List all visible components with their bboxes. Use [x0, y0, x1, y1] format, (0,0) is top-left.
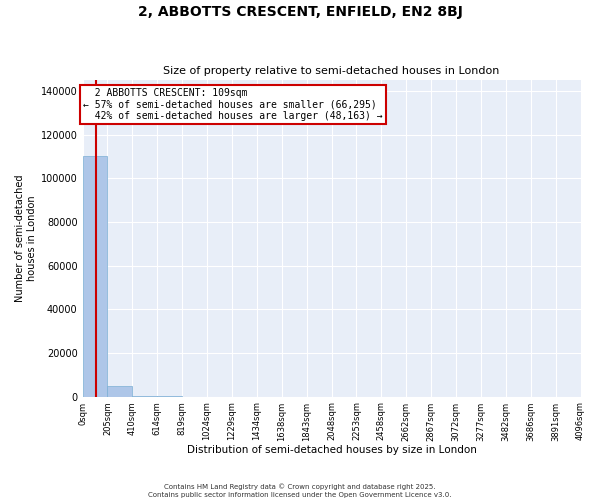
Title: Size of property relative to semi-detached houses in London: Size of property relative to semi-detach…	[163, 66, 500, 76]
Y-axis label: Number of semi-detached
houses in London: Number of semi-detached houses in London	[15, 174, 37, 302]
Text: 2, ABBOTTS CRESCENT, ENFIELD, EN2 8BJ: 2, ABBOTTS CRESCENT, ENFIELD, EN2 8BJ	[137, 5, 463, 19]
Text: 2 ABBOTTS CRESCENT: 109sqm
← 57% of semi-detached houses are smaller (66,295)
  : 2 ABBOTTS CRESCENT: 109sqm ← 57% of semi…	[83, 88, 383, 121]
X-axis label: Distribution of semi-detached houses by size in London: Distribution of semi-detached houses by …	[187, 445, 476, 455]
Bar	[83, 156, 107, 396]
Text: Contains HM Land Registry data © Crown copyright and database right 2025.
Contai: Contains HM Land Registry data © Crown c…	[148, 483, 452, 498]
Bar	[107, 386, 133, 396]
